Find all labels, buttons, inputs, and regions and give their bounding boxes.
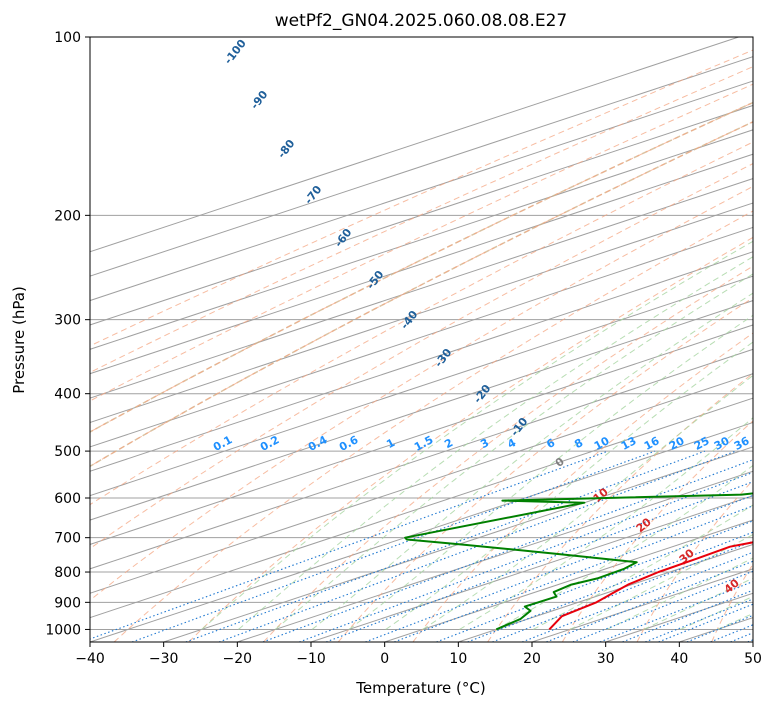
mixing-ratio-line <box>299 471 753 642</box>
mixing-ratio-line <box>325 481 753 642</box>
isotherm-line <box>90 275 753 497</box>
y-tick-label: 700 <box>54 531 81 547</box>
dry-adiabat-line <box>90 49 753 347</box>
curved-guide-line <box>90 120 753 468</box>
isotherm-line <box>90 226 753 448</box>
mixing-ratio-label: 13 <box>619 434 639 453</box>
dry-adiabat-line <box>90 185 753 601</box>
temperature-profile-line <box>548 541 753 631</box>
dry-adiabat-line <box>337 297 753 642</box>
x-tick-label: −30 <box>149 651 179 667</box>
isotherm-line <box>90 421 753 642</box>
isotherm-line <box>90 56 753 277</box>
dry-adiabat-line <box>90 163 753 550</box>
mixing-ratio-label: 30 <box>712 434 732 453</box>
chart-title: wetPf2_GN04.2025.060.08.08.E27 <box>275 11 567 31</box>
x-tick-label: 40 <box>670 651 688 667</box>
y-axis-ticks: 100 200 300 400 500 600 700 800 900 1000 <box>45 30 90 638</box>
isotherm-line <box>90 373 753 594</box>
y-tick-label: 400 <box>54 387 81 403</box>
x-tick-label: 10 <box>449 651 467 667</box>
moist-adiabat-line <box>201 240 753 630</box>
y-tick-label: 900 <box>54 595 81 611</box>
y-tick-label: 300 <box>54 313 81 329</box>
y-tick-label: 200 <box>54 208 81 224</box>
x-tick-label: 50 <box>744 651 762 667</box>
moist-adiabat-line <box>238 256 753 630</box>
isotherm-line <box>90 324 753 545</box>
x-tick-label: 20 <box>523 651 541 667</box>
y-tick-label: 100 <box>54 30 81 46</box>
isotherm-line <box>310 495 753 642</box>
dry-adiabat-line <box>263 265 753 642</box>
isotherm-line <box>90 251 753 472</box>
isotherm-line <box>90 104 753 326</box>
isotherm-line <box>90 348 753 570</box>
mixing-ratio-label: 20 <box>667 434 687 453</box>
moist-adiabat-line <box>274 273 753 630</box>
mixing-ratio-label: 36 <box>732 434 752 453</box>
y-axis-label: Pressure (hPa) <box>10 286 28 394</box>
moist-adiabat-line <box>606 557 753 630</box>
isotherm-line <box>384 519 753 642</box>
y-tick-label: 500 <box>54 444 81 460</box>
mixing-ratio-line <box>262 459 753 642</box>
mixing-ratio-line <box>394 505 753 642</box>
isotherm-line <box>90 80 753 302</box>
isotherm-line <box>90 300 753 521</box>
moist-adiabat-line <box>385 341 753 630</box>
x-tick-label: −40 <box>75 651 105 667</box>
moist-adiabat-line <box>422 374 753 630</box>
mixing-ratio-label: 25 <box>692 434 712 453</box>
isotherm-line <box>90 178 753 399</box>
isotherm-line <box>163 446 753 642</box>
dewpoint-profile-line <box>404 492 753 631</box>
dry-adiabat-line <box>90 83 753 402</box>
mixing-ratio-line <box>90 450 609 640</box>
y-tick-label: 600 <box>54 491 81 507</box>
isotherm-line <box>90 153 753 375</box>
mixing-ratio-label: 10 <box>592 434 612 453</box>
dry-adiabat-line <box>412 332 753 642</box>
plot-frame <box>89 36 754 643</box>
dry-adiabat-line <box>188 236 753 642</box>
moist-adiabat-line <box>311 292 753 630</box>
isotherm-line <box>237 470 753 642</box>
dry-adiabat-line <box>90 101 753 433</box>
mixing-ratio-line <box>131 450 656 642</box>
isotherm-line <box>90 397 753 619</box>
moist-adiabat-line <box>459 417 753 630</box>
x-tick-label: −20 <box>223 651 253 667</box>
moist-adiabat-line <box>569 534 753 630</box>
guide-layer <box>90 49 753 642</box>
dry-adiabat-line <box>561 420 753 642</box>
dry-adiabat-line <box>113 210 753 642</box>
x-axis-ticks: −40 −30 −20 −10 0 10 20 30 40 50 <box>75 642 762 667</box>
x-axis-label: Temperature (°C) <box>355 679 485 697</box>
y-tick-label: 1000 <box>45 622 81 638</box>
isotherm-line <box>90 129 753 350</box>
series-layer <box>404 492 753 631</box>
grid-layer <box>90 37 753 642</box>
mixing-ratio-line <box>185 450 706 642</box>
y-tick-label: 800 <box>54 565 81 581</box>
x-tick-label: 0 <box>380 651 389 667</box>
x-tick-label: −10 <box>296 651 326 667</box>
isotherm-line <box>90 202 753 424</box>
dry-adiabat-line <box>90 66 753 373</box>
moist-adiabat-line <box>348 314 753 630</box>
mixing-ratio-line <box>436 520 753 642</box>
mixing-ratio-line <box>467 531 753 642</box>
moist-adiabat-line <box>495 464 753 630</box>
x-tick-label: 30 <box>597 651 615 667</box>
mixing-ratio-label: 16 <box>642 434 662 453</box>
isotherm-line <box>90 37 739 253</box>
